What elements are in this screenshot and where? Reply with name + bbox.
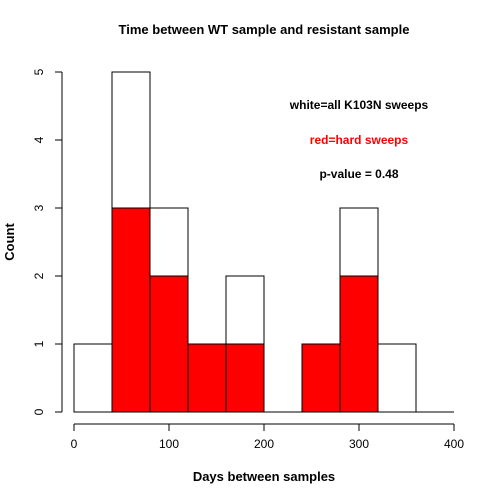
x-axis-label: Days between samples xyxy=(193,469,335,484)
bar-hard-sweeps xyxy=(302,344,340,412)
chart-title: Time between WT sample and resistant sam… xyxy=(119,22,410,37)
bar-hard-sweeps xyxy=(150,276,188,412)
legend-hard-sweeps: red=hard sweeps xyxy=(310,133,409,147)
p-value-annotation: p-value = 0.48 xyxy=(319,167,398,181)
y-tick-label: 5 xyxy=(32,68,46,75)
x-tick-label: 400 xyxy=(444,437,464,451)
x-tick-label: 300 xyxy=(349,437,369,451)
y-tick-label: 3 xyxy=(32,204,46,211)
y-axis-label: Count xyxy=(2,223,17,261)
bar-hard-sweeps xyxy=(340,276,378,412)
legend-all-sweeps: white=all K103N sweeps xyxy=(289,98,429,112)
y-tick-label: 0 xyxy=(32,408,46,415)
y-tick-label: 1 xyxy=(32,340,46,347)
x-tick-label: 100 xyxy=(159,437,179,451)
bar-all-sweeps xyxy=(378,344,416,412)
y-tick-label: 4 xyxy=(32,136,46,143)
bar-hard-sweeps xyxy=(188,344,226,412)
bars xyxy=(74,72,454,412)
bar-all-sweeps xyxy=(74,344,112,412)
bar-hard-sweeps xyxy=(112,208,150,412)
x-tick-label: 0 xyxy=(71,437,78,451)
x-axis: 0 100 200 300 400 xyxy=(71,424,465,451)
x-tick-label: 200 xyxy=(254,437,274,451)
bar-hard-sweeps xyxy=(226,344,264,412)
y-axis: 0 1 2 3 4 5 xyxy=(32,68,62,415)
y-tick-label: 2 xyxy=(32,272,46,279)
